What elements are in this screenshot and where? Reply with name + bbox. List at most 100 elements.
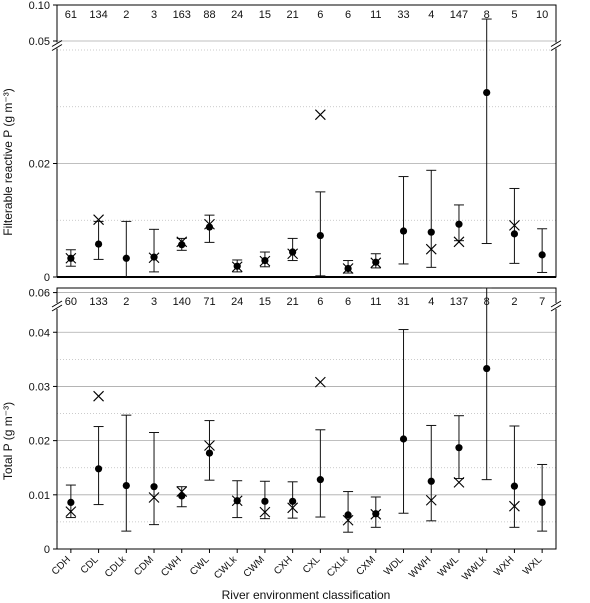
mean-dot-tp bbox=[261, 497, 269, 505]
mean-dot-tp bbox=[483, 364, 491, 373]
sample-count-label-tp: 15 bbox=[259, 296, 271, 308]
sample-count-label-tp: 6 bbox=[317, 296, 323, 308]
y-tick-label-frp-upper: 0.05 bbox=[29, 36, 50, 48]
median-cross-stroke bbox=[148, 492, 160, 503]
median-cross-tp bbox=[287, 502, 299, 514]
sample-count-label-tp: 8 bbox=[484, 296, 490, 308]
median-cross-frp bbox=[93, 214, 104, 226]
axis-break-mark-right-frp bbox=[550, 44, 562, 51]
median-cross-tp bbox=[231, 495, 243, 507]
x-tick-label-cwh: CWH bbox=[159, 554, 184, 579]
median-cross-stroke bbox=[231, 495, 243, 507]
median-cross-tp bbox=[370, 508, 382, 520]
median-cross-tp bbox=[93, 390, 104, 402]
median-cross-stroke bbox=[314, 109, 326, 121]
median-cross-stroke bbox=[425, 243, 437, 255]
median-cross-frp bbox=[259, 255, 271, 267]
x-tick-label-cwlk: CWLk bbox=[212, 554, 240, 582]
median-cross-stroke bbox=[148, 252, 160, 264]
x-tick-label-wwl: WWL bbox=[436, 554, 461, 579]
text-layer: CDH CDL CDLk CDM CWH CWL CWLk CWM CXH CXL CXLk CXM W… bbox=[29, 0, 549, 583]
mean-dot-tp bbox=[67, 498, 75, 506]
plot-frame-tp bbox=[56, 287, 557, 550]
sample-count-label-tp: 2 bbox=[511, 296, 517, 308]
mean-dot-tp bbox=[94, 465, 103, 473]
x-tick-label-cxm: CXM bbox=[354, 554, 378, 578]
sample-count-label-tp: 4 bbox=[428, 296, 434, 308]
mean-dot-frp bbox=[399, 227, 408, 235]
x-tick-label-cdl: CDL bbox=[79, 554, 101, 576]
x-tick-label-wwh: WWH bbox=[407, 554, 433, 580]
sample-count-label-tp: 21 bbox=[287, 296, 299, 308]
median-cross-stroke bbox=[370, 257, 382, 269]
x-tick-label-cxh: CXH bbox=[272, 554, 295, 577]
median-cross-stroke bbox=[287, 502, 299, 514]
axis-break-gap-tp bbox=[51, 303, 562, 309]
sample-count-label-tp: 71 bbox=[203, 296, 215, 308]
x-tick-label-cxl: CXL bbox=[301, 554, 323, 576]
mean-dot-tp bbox=[289, 497, 297, 505]
x-tick-label-wxh: WXH bbox=[492, 554, 516, 578]
marks-layer bbox=[65, 18, 548, 533]
median-cross-tp bbox=[176, 486, 188, 497]
mean-dot-frp bbox=[427, 228, 435, 236]
median-cross-stroke bbox=[342, 514, 354, 526]
axis-break-mark-right-frp bbox=[550, 40, 562, 47]
mean-dot-tp bbox=[344, 511, 352, 519]
x-tick-label-cwm: CWM bbox=[242, 554, 267, 579]
x-tick-label-cwl: CWL bbox=[188, 554, 212, 578]
mean-dot-frp bbox=[289, 248, 297, 256]
sample-count-label-tp: 133 bbox=[89, 296, 107, 308]
y-tick-label-frp: 0 bbox=[44, 272, 50, 284]
median-cross-stroke bbox=[342, 263, 354, 274]
sample-count-label-frp: 2 bbox=[123, 9, 129, 21]
median-cross-frp bbox=[453, 236, 465, 248]
sample-count-label-frp: 8 bbox=[484, 9, 490, 21]
x-tick-label-cxlk: CXLk bbox=[325, 554, 351, 580]
sample-count-label-tp: 7 bbox=[539, 296, 545, 308]
axis-break-mark-left-frp bbox=[51, 40, 63, 47]
mean-dot-frp bbox=[510, 230, 519, 238]
sample-count-label-tp: 140 bbox=[173, 296, 191, 308]
y-tick-label-tp: 0 bbox=[44, 544, 50, 556]
axis-break-mark-right-tp bbox=[550, 300, 562, 308]
median-cross-tp bbox=[453, 476, 465, 488]
median-cross-tp bbox=[204, 440, 215, 451]
mean-dot-frp bbox=[122, 254, 130, 262]
sample-count-label-frp: 134 bbox=[89, 9, 107, 21]
median-cross-frp bbox=[287, 248, 299, 260]
median-cross-frp bbox=[148, 252, 160, 264]
mean-dot-tp bbox=[122, 482, 130, 490]
mean-dot-tp bbox=[510, 482, 519, 490]
median-cross-stroke bbox=[204, 218, 215, 230]
grid-layer bbox=[57, 4, 556, 523]
sample-count-label-tp: 6 bbox=[345, 296, 351, 308]
axis-break-mark-left-tp bbox=[51, 304, 63, 312]
median-cross-frp bbox=[370, 257, 382, 269]
sample-count-label-frp: 21 bbox=[287, 9, 299, 21]
sample-count-label-tp: 3 bbox=[151, 296, 157, 308]
median-cross-stroke bbox=[259, 506, 271, 518]
sample-count-label-frp: 33 bbox=[397, 9, 409, 21]
median-cross-tp bbox=[259, 506, 271, 518]
sample-count-label-tp: 60 bbox=[65, 296, 77, 308]
x-tick-label-wxl: WXL bbox=[521, 554, 544, 577]
median-cross-stroke bbox=[287, 248, 299, 260]
median-cross-frp bbox=[509, 219, 520, 231]
mean-dot-tp bbox=[316, 476, 324, 484]
x-tick-label-cdh: CDH bbox=[50, 554, 73, 577]
sample-count-label-tp: 11 bbox=[370, 296, 381, 308]
median-cross-tp bbox=[509, 500, 520, 512]
mean-dot-tp bbox=[455, 444, 463, 452]
median-cross-stroke bbox=[425, 494, 437, 506]
mean-dot-tp bbox=[205, 449, 214, 457]
frame-layer bbox=[51, 4, 562, 553]
median-cross-stroke bbox=[231, 261, 243, 273]
x-tick-label-wdl: WDL bbox=[382, 554, 406, 578]
x-tick-label-wwlk: WWLk bbox=[460, 554, 489, 583]
sample-count-label-tp: 31 bbox=[397, 296, 409, 308]
y-tick-label-tp: 0.01 bbox=[29, 490, 50, 502]
median-cross-stroke bbox=[259, 255, 271, 267]
mean-dot-tp bbox=[399, 435, 408, 443]
